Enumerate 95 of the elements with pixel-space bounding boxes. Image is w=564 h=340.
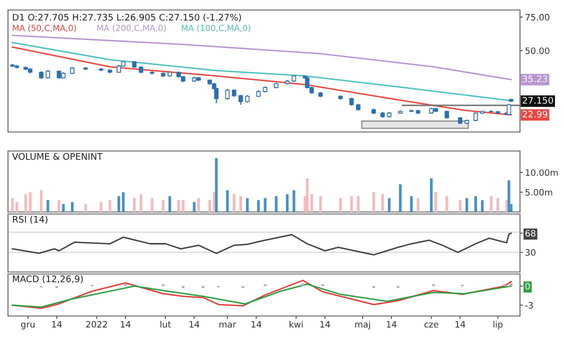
bar xyxy=(430,178,433,212)
line-series xyxy=(12,42,512,102)
line-series xyxy=(12,232,512,256)
bar xyxy=(100,202,102,212)
data-label: 35.23 xyxy=(522,75,548,82)
bar xyxy=(226,190,229,212)
x-tick-label: 14 xyxy=(320,321,330,328)
y-tick-label: 0 xyxy=(525,282,530,290)
bar xyxy=(140,194,142,212)
bar xyxy=(416,198,420,212)
x-tick-label: gru xyxy=(21,322,34,330)
candlestick xyxy=(214,87,219,104)
candlestick xyxy=(238,94,243,106)
bar xyxy=(122,192,125,212)
x-tick-label: kwi xyxy=(290,320,303,328)
x-tick-label: cze xyxy=(424,322,438,328)
bar xyxy=(182,200,184,212)
bar xyxy=(150,198,154,212)
bar xyxy=(274,196,278,212)
bar xyxy=(168,196,172,212)
y-tick-label: 30 xyxy=(526,249,536,256)
bar xyxy=(46,200,50,212)
x-tick-label: 14 xyxy=(52,321,62,328)
bar xyxy=(490,196,493,212)
x-tick-label: 14 xyxy=(252,321,262,328)
data-label: 22.99 xyxy=(522,110,548,118)
bar xyxy=(58,200,60,212)
bar xyxy=(239,196,242,212)
bar xyxy=(40,190,43,212)
y-tick-label: 50.00 xyxy=(526,47,550,54)
bar xyxy=(215,158,218,212)
x-tick-label: lut xyxy=(160,320,171,328)
bar xyxy=(339,198,342,212)
x-tick-label: 14 xyxy=(386,321,397,328)
bar xyxy=(474,196,477,212)
x-tick-label: maj xyxy=(355,320,370,330)
chart-title: VOLUME & OPENINT xyxy=(12,152,103,160)
bar xyxy=(232,194,236,212)
y-tick-label: 5.00m xyxy=(526,189,552,196)
bar xyxy=(434,192,438,212)
bar xyxy=(264,198,266,212)
bar xyxy=(350,196,353,212)
x-tick-label: 2022 xyxy=(86,321,107,328)
bar xyxy=(465,198,468,212)
y-tick-label: 75.00 xyxy=(526,14,550,21)
bar xyxy=(197,198,200,212)
bar xyxy=(496,198,500,212)
bar xyxy=(84,204,87,212)
line-series xyxy=(12,34,512,80)
bar xyxy=(306,178,309,212)
bar xyxy=(177,200,180,212)
bar xyxy=(292,190,296,212)
y-tick-label: 68 xyxy=(525,230,536,237)
bar xyxy=(398,184,402,212)
bar xyxy=(388,198,391,212)
bar xyxy=(446,196,448,212)
line-series xyxy=(12,46,512,116)
bar xyxy=(246,198,249,212)
bar xyxy=(208,200,212,212)
x-tick-label: mar xyxy=(219,322,236,328)
x-tick-label: 14 xyxy=(120,321,131,328)
y-tick-label: 10.00m xyxy=(526,169,558,176)
bar xyxy=(11,198,14,212)
bar xyxy=(319,196,322,212)
bar xyxy=(508,180,510,212)
bar xyxy=(356,196,360,212)
bar xyxy=(480,200,484,212)
bar xyxy=(381,194,384,212)
bar xyxy=(286,194,289,212)
x-tick-label: lip xyxy=(493,320,503,330)
bar xyxy=(108,200,112,212)
bar xyxy=(62,204,65,212)
bar xyxy=(24,194,28,212)
bar xyxy=(458,200,462,212)
bar xyxy=(133,198,136,212)
bar xyxy=(372,192,376,212)
bar xyxy=(192,202,196,212)
bar xyxy=(257,200,260,212)
text: 27.150 xyxy=(522,96,554,104)
y-tick-label: -3 xyxy=(525,302,533,309)
bar xyxy=(162,200,164,212)
bar xyxy=(28,192,32,212)
x-tick-label: 14 xyxy=(456,321,466,328)
chart-title: RSI (14) xyxy=(12,216,48,224)
x-tick-label: 14 xyxy=(190,321,200,328)
text: MA (100,C,MA,0) xyxy=(182,24,250,32)
bar xyxy=(410,196,413,212)
bar xyxy=(310,194,313,212)
chart-title: MACD (12,26,9) xyxy=(12,275,83,284)
candlestick xyxy=(225,88,230,100)
bar xyxy=(70,202,74,212)
series-label: MA (200,C,MA,0) xyxy=(97,24,166,32)
bar xyxy=(117,196,120,212)
series-label: MA (50,C,MA,0) xyxy=(12,24,76,32)
chart-title: D1 O:27.705 H:27.735 L:26.905 C:27.150 (-1.27%) xyxy=(12,14,241,22)
